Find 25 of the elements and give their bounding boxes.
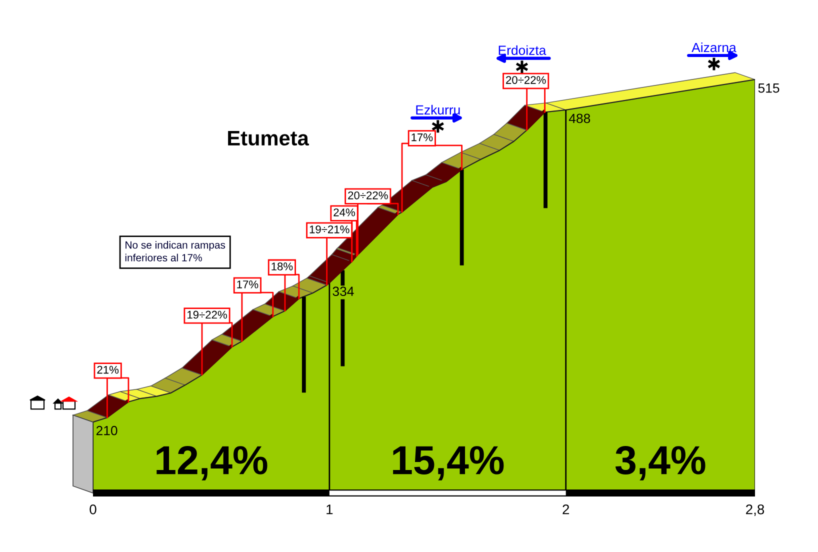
annotation: 12,4% [156,446,268,480]
x-tick-label: 1 [326,504,333,514]
text: Etumeta [228,131,309,146]
annotation: Ezkurru [416,104,460,115]
annotation: 24% [334,208,355,216]
annotation: 15,4% [393,446,504,480]
annotation: 19÷22% [188,310,227,319]
text: Aizarna [692,42,736,52]
annotation: 21% [97,366,119,374]
annotation: 20÷22% [348,191,388,200]
text: Erdoizta [498,45,546,56]
x-tick-label: 2,8 [746,504,764,516]
data-label: 210 [96,426,118,436]
annotation: 17% [237,280,258,288]
annotation: 19÷21% [310,225,350,234]
data-label: 515 [758,84,780,93]
annotation: No se indican rampas inferiores al 17% [125,241,226,262]
data-label: 488 [568,114,590,124]
data-label: 334 [332,286,354,296]
annotation: 17% [412,133,433,142]
annotation: 18% [272,262,293,270]
annotation: 3,4% [615,446,706,480]
annotation: 20÷22% [506,76,546,84]
x-tick-label: 0 [90,504,96,514]
x-tick-label: 2 [562,504,570,514]
